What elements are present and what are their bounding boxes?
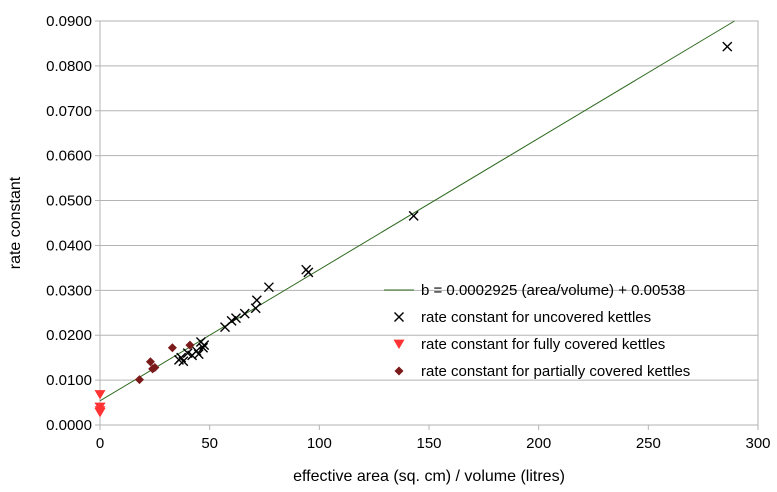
point-series0-18 [303, 267, 314, 278]
point-series1-0 [94, 390, 106, 400]
legend-uncovered-swatch [394, 312, 404, 322]
x-tick-label: 300 [745, 435, 770, 452]
point-series0-15 [251, 295, 262, 306]
point-series0-18-stroke [303, 267, 314, 278]
x-tick-label: 100 [307, 435, 332, 452]
y-tick-label: 0.0400 [46, 237, 92, 254]
x-tick-label: 0 [96, 435, 104, 452]
legend-marker-0 [394, 312, 404, 322]
point-series0-12-stroke [230, 313, 241, 324]
x-tick-label: 50 [201, 435, 218, 452]
point-series0-15-stroke [251, 295, 262, 306]
point-series2-4 [167, 343, 177, 353]
y-tick-label: 0.0800 [46, 58, 92, 75]
point-series1-3 [94, 408, 106, 418]
point-series0-9-stroke [199, 340, 210, 351]
y-tick-label: 0.0700 [46, 103, 92, 120]
y-tick-label: 0.0300 [46, 282, 92, 299]
point-series0-16-stroke [263, 282, 274, 293]
legend-partially-covered-swatch [394, 366, 404, 376]
legend-marker-2 [394, 366, 404, 376]
tick-labels: 0.0000 0.0100 0.0200 0.0300 0.0400 0.0500 0.06… [46, 13, 770, 452]
y-tick-label: 0.0500 [46, 193, 92, 210]
point-series0-3-stroke [182, 348, 193, 359]
x-tick-label: 200 [526, 435, 551, 452]
point-series0-19 [408, 210, 419, 221]
legend-marker-1 [393, 339, 405, 349]
legend-fully-covered-label: rate constant for fully covered kettles [421, 336, 665, 353]
point-series0-13-stroke [239, 308, 250, 319]
point-series2-0 [134, 375, 144, 385]
legend-partially-covered-label: rate constant for partially covered kett… [421, 363, 690, 380]
point-series2-1 [145, 357, 155, 367]
point-series0-1-stroke [176, 352, 187, 363]
axis-ticks [95, 20, 759, 430]
point-series0-19-stroke [408, 210, 419, 221]
point-series0-13 [239, 308, 250, 319]
point-series0-11-stroke [226, 315, 237, 326]
x-axis-title: effective area (sq. cm) / volume (litres… [293, 468, 565, 485]
point-series2-5 [185, 340, 195, 350]
y-tick-label: 0.0000 [46, 417, 92, 434]
point-series0-9 [199, 340, 210, 351]
legend-fully-covered-swatch [393, 339, 405, 349]
y-tick-label: 0.0900 [46, 13, 92, 30]
point-series0-11 [226, 315, 237, 326]
point-series0-16 [263, 282, 274, 293]
point-series0-12 [230, 313, 241, 324]
point-series0-2-stroke [178, 356, 189, 367]
legend-marker-0-stroke [394, 312, 404, 322]
x-tick-label: 150 [416, 435, 441, 452]
y-tick-label: 0.0600 [46, 148, 92, 165]
y-tick-label: 0.0200 [46, 327, 92, 344]
y-axis-title: rate constant [7, 176, 24, 269]
point-series0-20-stroke [722, 41, 733, 52]
point-series0-6 [193, 349, 204, 360]
legend-uncovered-label: rate constant for uncovered kettles [421, 309, 651, 326]
legend: b = 0.0002925 (area/volume) + 0.00538 ra… [384, 282, 690, 380]
point-series0-2 [178, 356, 189, 367]
trendline [99, 20, 735, 402]
point-series2-3 [150, 363, 160, 373]
y-tick-label: 0.0100 [46, 372, 92, 389]
point-series0-8-stroke [198, 342, 209, 353]
x-tick-label: 250 [636, 435, 661, 452]
data-markers [94, 41, 733, 418]
point-series0-14 [250, 303, 261, 314]
point-series0-20 [722, 41, 733, 52]
point-series0-6-stroke [193, 349, 204, 360]
legend-trendline-label: b = 0.0002925 (area/volume) + 0.00538 [421, 282, 685, 299]
point-series0-14-stroke [250, 303, 261, 314]
point-series0-8 [198, 342, 209, 353]
